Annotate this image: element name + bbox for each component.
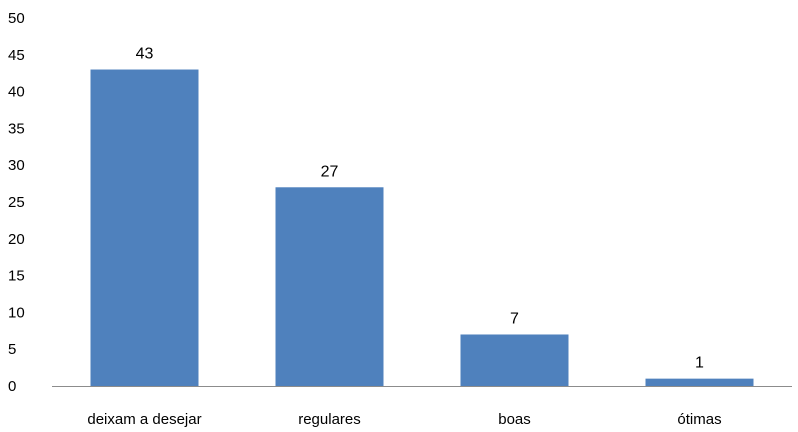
y-tick-label: 20 <box>8 231 25 248</box>
bar <box>645 378 754 386</box>
y-tick-label: 25 <box>8 194 25 211</box>
data-label: 43 <box>136 46 154 63</box>
x-category-label: ótimas <box>677 411 721 428</box>
data-label: 1 <box>695 355 704 372</box>
x-category-label: boas <box>498 411 531 428</box>
y-tick-label: 35 <box>8 120 25 137</box>
y-tick-label: 10 <box>8 304 25 321</box>
x-category-label: deixam a desejar <box>87 411 201 428</box>
y-tick-label: 0 <box>8 378 16 395</box>
y-tick-label: 5 <box>8 341 16 358</box>
y-tick-label: 15 <box>8 268 25 285</box>
x-category-label: regulares <box>298 411 361 428</box>
y-tick-label: 40 <box>8 84 25 101</box>
y-tick-label: 30 <box>8 157 25 174</box>
bar <box>90 69 199 387</box>
y-tick-label: 45 <box>8 47 25 64</box>
y-tick-label: 50 <box>8 10 25 27</box>
data-label: 27 <box>321 163 339 180</box>
bar <box>275 187 384 386</box>
data-label: 7 <box>510 310 519 327</box>
bar <box>460 334 569 386</box>
